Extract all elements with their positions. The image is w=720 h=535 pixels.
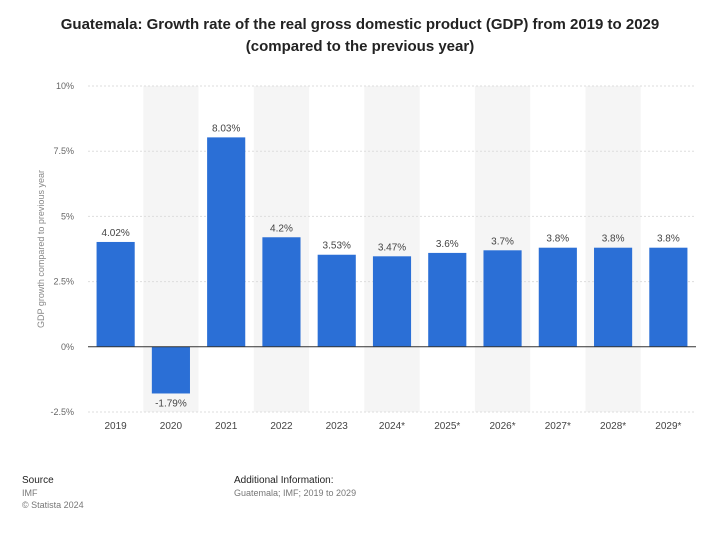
x-tick-label: 2026* bbox=[489, 421, 515, 432]
data-label: 3.53% bbox=[323, 241, 351, 252]
x-tick-label: 2019 bbox=[105, 421, 128, 432]
y-tick-label: 7.5% bbox=[53, 146, 74, 156]
x-tick-label: 2021 bbox=[215, 421, 238, 432]
bar-chart: 10% 7.5% 5% 2.5% 0% -2.5% GDP growth compared … bbox=[36, 81, 696, 432]
data-label: 3.8% bbox=[602, 234, 625, 245]
x-tick-label: 2023 bbox=[326, 421, 349, 432]
x-tick-label: 2020 bbox=[160, 421, 183, 432]
bar bbox=[538, 247, 577, 347]
bar bbox=[483, 250, 522, 347]
copyright-link[interactable]: © Statista 2024 bbox=[22, 500, 84, 510]
y-tick-label: 5% bbox=[61, 211, 74, 221]
y-tick-label: 10% bbox=[56, 81, 74, 91]
bar bbox=[262, 237, 301, 347]
bar bbox=[428, 252, 467, 347]
source-name: IMF bbox=[22, 488, 38, 498]
data-label: 3.6% bbox=[436, 239, 459, 250]
x-tick-label: 2025* bbox=[434, 421, 460, 432]
x-tick-label: 2028* bbox=[600, 421, 626, 432]
chart-title: Guatemala: Growth rate of the real gross… bbox=[0, 14, 720, 58]
data-label: 4.2% bbox=[270, 223, 293, 234]
bar bbox=[207, 137, 246, 347]
y-tick-label: 0% bbox=[61, 342, 74, 352]
chart-title-line1: Guatemala: Growth rate of the real gross… bbox=[60, 16, 660, 33]
data-label: -1.79% bbox=[155, 398, 187, 409]
bar bbox=[649, 247, 688, 347]
x-tick-label: 2029* bbox=[655, 421, 681, 432]
data-label: 3.47% bbox=[378, 242, 406, 253]
additional-info-text: Guatemala; IMF; 2019 to 2029 bbox=[234, 488, 357, 498]
y-tick-label: 2.5% bbox=[53, 277, 74, 287]
additional-info-heading: Additional Information: bbox=[234, 475, 334, 486]
source-heading: Source bbox=[22, 475, 54, 486]
data-label: 3.8% bbox=[657, 234, 680, 245]
x-tick-label: 2024* bbox=[379, 421, 405, 432]
data-label: 3.7% bbox=[491, 236, 514, 247]
bar bbox=[96, 241, 135, 347]
bar bbox=[151, 346, 190, 394]
data-label: 4.02% bbox=[101, 228, 129, 239]
x-tick-label: 2022 bbox=[270, 421, 293, 432]
data-label: 8.03% bbox=[212, 123, 240, 134]
additional-info-block: Additional Information: Guatemala; IMF; … bbox=[234, 475, 356, 499]
column-band bbox=[364, 86, 420, 412]
bar bbox=[317, 254, 356, 347]
y-tick-label: -2.5% bbox=[50, 407, 74, 417]
data-label: 3.8% bbox=[546, 234, 569, 245]
column-band bbox=[474, 86, 531, 412]
chart-title-line2: (compared to the previous year) bbox=[245, 38, 475, 55]
y-axis-title: GDP growth compared to previous year bbox=[36, 170, 46, 328]
source-block: Source IMF © Statista 2024 bbox=[22, 475, 84, 511]
x-tick-label: 2027* bbox=[545, 421, 571, 432]
bar bbox=[594, 247, 633, 347]
bar bbox=[372, 256, 412, 347]
